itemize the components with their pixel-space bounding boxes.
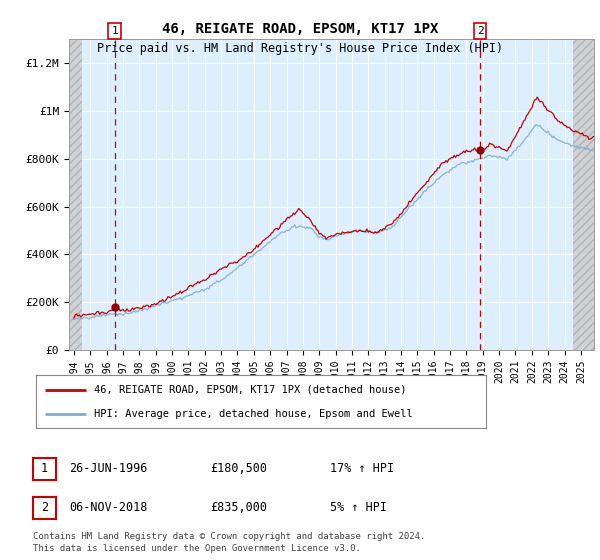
Text: 1: 1 — [41, 462, 48, 475]
Text: Contains HM Land Registry data © Crown copyright and database right 2024.
This d: Contains HM Land Registry data © Crown c… — [33, 532, 425, 553]
Text: 17% ↑ HPI: 17% ↑ HPI — [330, 462, 394, 475]
Text: Price paid vs. HM Land Registry's House Price Index (HPI): Price paid vs. HM Land Registry's House … — [97, 42, 503, 55]
Text: 26-JUN-1996: 26-JUN-1996 — [69, 462, 148, 475]
Text: 1: 1 — [111, 26, 118, 36]
Text: 46, REIGATE ROAD, EPSOM, KT17 1PX: 46, REIGATE ROAD, EPSOM, KT17 1PX — [162, 22, 438, 36]
Text: 5% ↑ HPI: 5% ↑ HPI — [330, 501, 387, 515]
Text: 2: 2 — [477, 26, 484, 36]
Text: 2: 2 — [41, 501, 48, 515]
Text: HPI: Average price, detached house, Epsom and Ewell: HPI: Average price, detached house, Epso… — [95, 409, 413, 419]
Text: 06-NOV-2018: 06-NOV-2018 — [69, 501, 148, 515]
Text: 46, REIGATE ROAD, EPSOM, KT17 1PX (detached house): 46, REIGATE ROAD, EPSOM, KT17 1PX (detac… — [95, 385, 407, 395]
Text: £835,000: £835,000 — [210, 501, 267, 515]
Text: £180,500: £180,500 — [210, 462, 267, 475]
